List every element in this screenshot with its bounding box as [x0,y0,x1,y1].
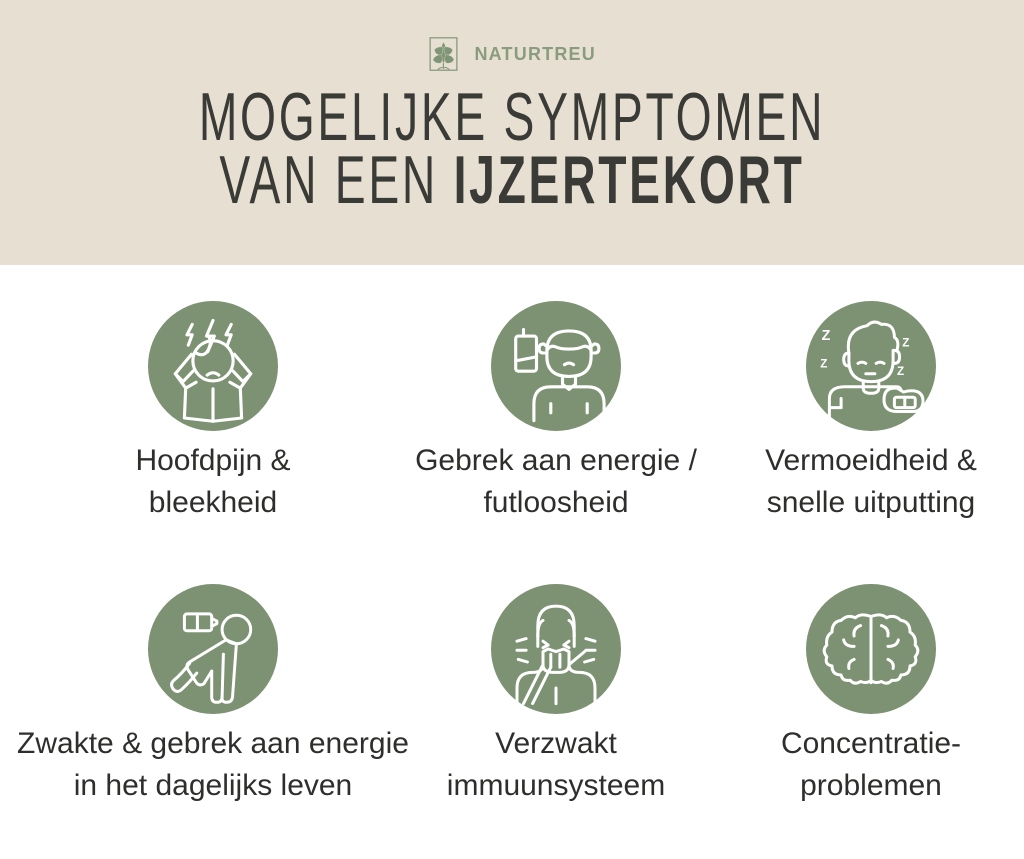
svg-text:Z: Z [822,328,831,344]
svg-text:Z: Z [902,337,909,350]
svg-text:Z: Z [820,357,827,370]
svg-text:Z: Z [897,365,904,378]
